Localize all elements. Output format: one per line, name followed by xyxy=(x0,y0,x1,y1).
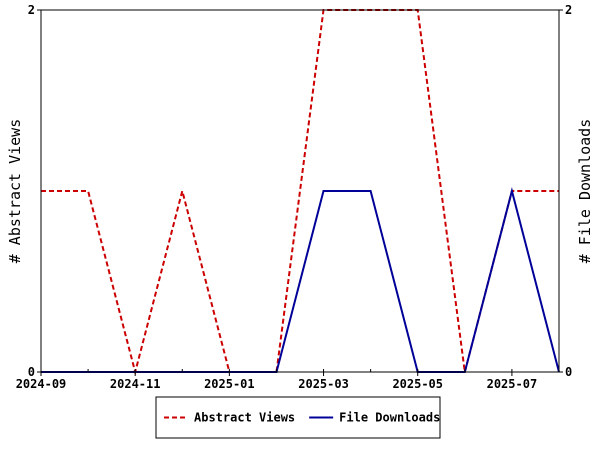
y-right-tick-label: 2 xyxy=(565,3,572,17)
y-left-tick-label: 2 xyxy=(28,3,35,17)
x-tick-label: 2024-11 xyxy=(110,377,161,391)
legend: Abstract Views File Downloads xyxy=(155,396,441,439)
y-axis-right-title: # File Downloads xyxy=(576,119,594,264)
y-axis-left-title: # Abstract Views xyxy=(6,119,24,264)
legend-label-file-downloads: File Downloads xyxy=(339,411,440,425)
legend-label-abstract-views: Abstract Views xyxy=(194,411,295,425)
axes: 2024-09 2024-11 2025-01 2025-03 2025-05 2025-… xyxy=(6,3,594,391)
x-tick-label: 2025-01 xyxy=(204,377,255,391)
y-left-tick-label: 0 xyxy=(28,365,35,379)
y-right-tick-label: 0 xyxy=(565,365,572,379)
x-tick-label: 2025-07 xyxy=(487,377,538,391)
series-line-abstract-views xyxy=(41,9,559,376)
x-tick-label: 2025-05 xyxy=(392,377,443,391)
legend-box xyxy=(155,396,441,439)
x-tick-label: 2024-09 xyxy=(16,377,67,391)
x-tick-label: 2025-03 xyxy=(298,377,349,391)
plot-border xyxy=(40,9,560,373)
